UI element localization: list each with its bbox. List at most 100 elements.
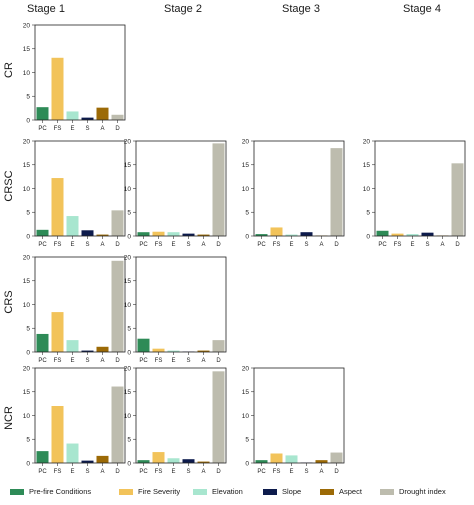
legend-item-aspect: Aspect: [320, 487, 362, 496]
x-tick-label-ncr-stage-1-fs: FS: [54, 469, 62, 475]
bar-ncr-stage-1-fs: [51, 406, 64, 463]
x-tick-label-crsc-stage-4-d: D: [455, 242, 460, 248]
bar-ncr-stage-2-pc: [137, 460, 150, 463]
legend-item-pre-fire-conditions: Pre-fire Conditions: [10, 487, 91, 496]
bar-ncr-stage-3-a: [315, 460, 328, 463]
bar-crsc-stage-4-fs: [391, 233, 404, 236]
bar-crsc-stage-3-pc: [255, 234, 268, 236]
x-tick-label-crsc-stage-1-d: D: [115, 242, 120, 248]
y-tick-label-crs-stage-1-2: 10: [23, 302, 31, 309]
y-tick-label-crs-stage-2-1: 5: [127, 326, 131, 333]
x-tick-label-ncr-stage-1-e: E: [70, 469, 74, 475]
x-tick-label-ncr-stage-1-pc: PC: [38, 469, 47, 475]
legend-swatch-fire-severity: [119, 488, 133, 495]
panel-ncr-stage-1: 0 5 10 15 20 PC FS E S A D: [23, 365, 126, 475]
bar-ncr-stage-1-s: [81, 460, 94, 463]
x-tick-label-ncr-stage-3-fs: FS: [273, 469, 281, 475]
x-tick-label-ncr-stage-3-a: A: [319, 469, 323, 475]
legend-swatch-aspect: [320, 488, 334, 495]
bar-crs-stage-1-s: [81, 350, 94, 352]
y-tick-label-cr-stage-1-4: 20: [23, 22, 31, 29]
x-tick-label-crsc-stage-2-e: E: [171, 242, 175, 248]
bar-ncr-stage-1-pc: [36, 451, 49, 463]
bar-crs-stage-1-pc: [36, 333, 49, 352]
y-tick-label-crsc-stage-2-2: 10: [124, 186, 132, 193]
bar-crsc-stage-1-e: [66, 216, 79, 236]
bar-crsc-stage-2-a: [197, 234, 210, 236]
y-tick-label-ncr-stage-2-2: 10: [124, 413, 132, 420]
bar-crsc-stage-2-e: [167, 232, 180, 236]
x-tick-label-crsc-stage-2-s: S: [186, 242, 190, 248]
bar-crsc-stage-2-d: [212, 143, 225, 236]
x-tick-label-crsc-stage-2-d: D: [216, 242, 221, 248]
plot-frame-crsc-stage-3: [253, 140, 345, 237]
y-tick-label-crsc-stage-1-0: 0: [26, 233, 30, 240]
bar-crsc-stage-1-pc: [36, 229, 49, 236]
y-tick-label-crsc-stage-3-4: 20: [242, 138, 250, 145]
x-tick-label-crs-stage-2-s: S: [186, 358, 190, 364]
legend-item-fire-severity: Fire Severity: [119, 487, 180, 496]
x-tick-label-ncr-stage-3-e: E: [289, 469, 293, 475]
panel-cr-stage-1: 0 5 10 15 20 PC FS E S A D: [23, 22, 126, 132]
plot-frame-crs-stage-2: [135, 256, 227, 353]
panel-crs-stage-1: 0 5 10 15 20 PC FS E S A D: [23, 254, 126, 364]
stage-title-4: Stage 4: [403, 3, 441, 15]
bar-ncr-stage-3-d: [330, 452, 343, 463]
x-tick-label-ncr-stage-2-s: S: [186, 469, 190, 475]
panel-crsc-stage-2: 0 5 10 15 20 PC FS E S A D: [124, 138, 227, 248]
y-tick-label-crs-stage-2-0: 0: [127, 349, 131, 356]
y-tick-label-crs-stage-1-3: 15: [23, 278, 31, 285]
y-tick-label-crs-stage-1-4: 20: [23, 254, 31, 261]
y-tick-label-crsc-stage-4-1: 5: [366, 210, 370, 217]
x-tick-label-crs-stage-2-a: A: [201, 358, 205, 364]
legend-label-aspect: Aspect: [339, 487, 362, 496]
x-tick-label-crsc-stage-3-s: S: [304, 242, 308, 248]
bar-ncr-stage-3-pc: [255, 460, 268, 463]
y-tick-label-crsc-stage-3-0: 0: [245, 233, 249, 240]
y-tick-label-ncr-stage-3-0: 0: [245, 460, 249, 467]
y-tick-label-ncr-stage-2-3: 15: [124, 389, 132, 396]
x-tick-label-cr-stage-1-pc: PC: [38, 126, 47, 132]
panel-ncr-stage-2: 0 5 10 15 20 PC FS E S A D: [124, 365, 227, 475]
x-tick-label-cr-stage-1-a: A: [100, 126, 104, 132]
x-tick-label-crsc-stage-3-a: A: [319, 242, 323, 248]
bar-crsc-stage-2-fs: [152, 231, 165, 236]
legend-label-pre-fire-conditions: Pre-fire Conditions: [29, 487, 92, 496]
bar-ncr-stage-2-fs: [152, 452, 165, 463]
legend-swatch-pre-fire-conditions: [10, 488, 24, 495]
bar-ncr-stage-2-s: [182, 459, 195, 463]
x-tick-label-crs-stage-1-s: S: [85, 358, 89, 364]
bar-crsc-stage-1-fs: [51, 178, 64, 236]
bar-crsc-stage-2-s: [182, 233, 195, 236]
x-tick-label-crs-stage-1-a: A: [100, 358, 104, 364]
plot-frame-ncr-stage-2: [135, 367, 227, 464]
legend-item-slope: Slope: [263, 487, 301, 496]
y-tick-label-crs-stage-2-2: 10: [124, 302, 132, 309]
bar-cr-stage-1-e: [66, 111, 79, 120]
y-tick-label-ncr-stage-3-3: 15: [242, 389, 250, 396]
x-tick-label-ncr-stage-1-s: S: [85, 469, 89, 475]
bar-crsc-stage-3-d: [330, 148, 343, 236]
bar-ncr-stage-1-d: [111, 386, 124, 463]
y-tick-label-ncr-stage-2-0: 0: [127, 460, 131, 467]
y-tick-label-cr-stage-1-3: 15: [23, 46, 31, 53]
x-tick-label-ncr-stage-2-pc: PC: [139, 469, 148, 475]
x-tick-label-crsc-stage-2-fs: FS: [155, 242, 163, 248]
x-tick-label-crsc-stage-2-pc: PC: [139, 242, 148, 248]
x-tick-label-ncr-stage-3-d: D: [334, 469, 339, 475]
y-tick-label-crsc-stage-2-1: 5: [127, 210, 131, 217]
bar-crs-stage-2-fs: [152, 348, 165, 352]
legend-label-fire-severity: Fire Severity: [138, 487, 181, 496]
bar-cr-stage-1-pc: [36, 107, 49, 120]
x-tick-label-crs-stage-2-e: E: [171, 358, 175, 364]
bar-ncr-stage-1-e: [66, 443, 79, 463]
y-tick-label-crsc-stage-3-2: 10: [242, 186, 250, 193]
y-tick-label-crs-stage-2-3: 15: [124, 278, 132, 285]
bar-crs-stage-1-fs: [51, 312, 64, 352]
legend-swatch-slope: [263, 488, 277, 495]
bar-crsc-stage-4-s: [421, 232, 434, 236]
legend-swatch-elevation: [193, 488, 207, 495]
bar-crs-stage-2-e: [167, 350, 180, 352]
